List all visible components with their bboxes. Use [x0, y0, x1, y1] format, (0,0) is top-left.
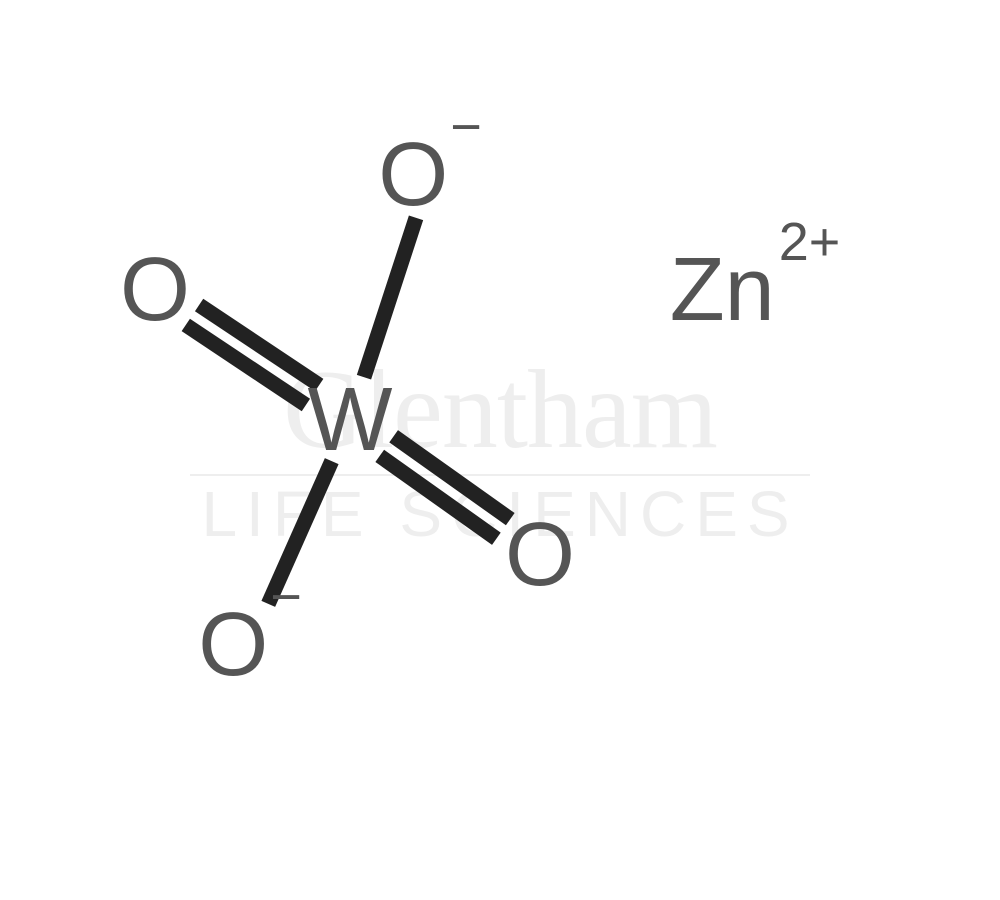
atom-label-O_top: O−: [378, 97, 482, 225]
atom-layer: W O O− O O− Zn2+: [120, 97, 840, 695]
bond-line: [364, 218, 416, 377]
charge-superscript: −: [450, 97, 482, 157]
atom-label-O_bl: O−: [198, 567, 302, 695]
atom-label-Zn: Zn2+: [670, 212, 841, 340]
charge-superscript: −: [270, 567, 302, 627]
atom-label-O_ul: O: [120, 240, 190, 340]
atom-label-W: W: [308, 370, 393, 470]
atom-label-O_br: O: [505, 505, 575, 605]
chemical-structure-svg: W O O− O O− Zn2+: [0, 0, 1000, 900]
charge-superscript: 2+: [779, 212, 841, 272]
